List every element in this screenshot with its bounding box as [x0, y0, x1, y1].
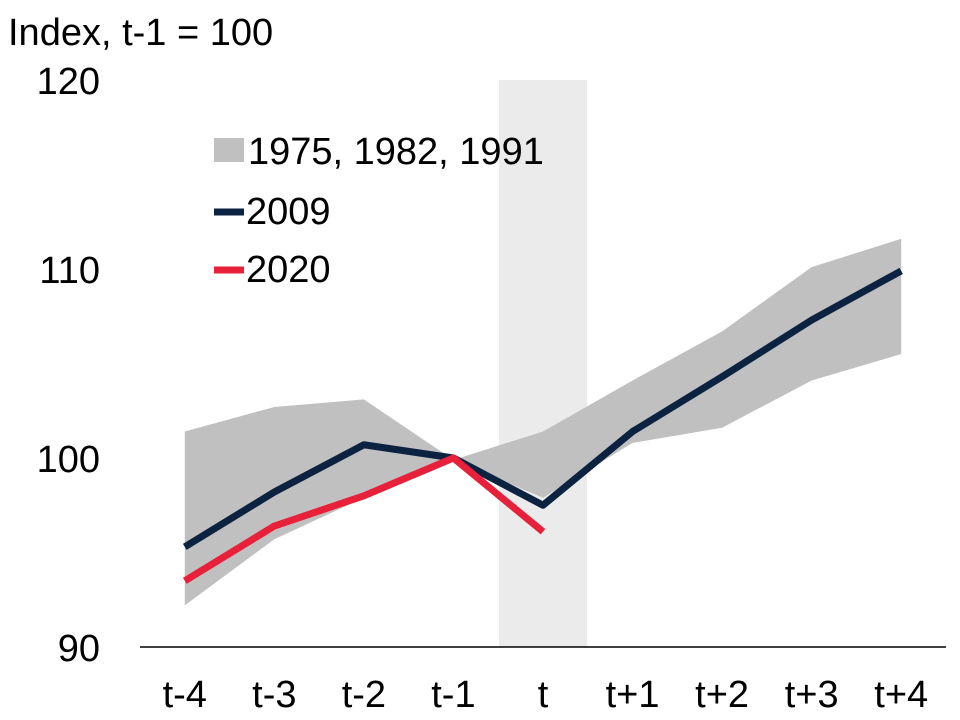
legend-label-2009: 2009: [246, 191, 331, 233]
x-tick-label: t+1: [606, 674, 660, 716]
series-line-2020: [182, 454, 546, 584]
x-tick-label: t: [538, 674, 549, 716]
legend-label-2020: 2020: [246, 249, 331, 291]
x-tick-label: t-4: [163, 674, 207, 716]
x-tick-label: t-2: [342, 674, 386, 716]
series-line-2009: [182, 267, 903, 550]
y-axis-title: Index, t-1 = 100: [8, 12, 273, 54]
legend-swatch-band: [214, 138, 244, 162]
x-tick-label: t-1: [431, 674, 475, 716]
x-tick-label: t+3: [785, 674, 839, 716]
y-tick-label: 110: [39, 250, 100, 292]
x-tick-label: t+2: [695, 674, 749, 716]
range-band-1975-1982-1991: [184, 238, 902, 606]
y-tick-label: 90: [58, 628, 100, 670]
highlight-period-t: [499, 80, 587, 647]
y-tick-label: 120: [37, 61, 100, 103]
x-tick-label: t+4: [874, 674, 928, 716]
legend-label-band: 1975, 1982, 1991: [248, 131, 544, 173]
y-tick-label: 100: [37, 439, 100, 481]
x-tick-label: t-3: [252, 674, 296, 716]
